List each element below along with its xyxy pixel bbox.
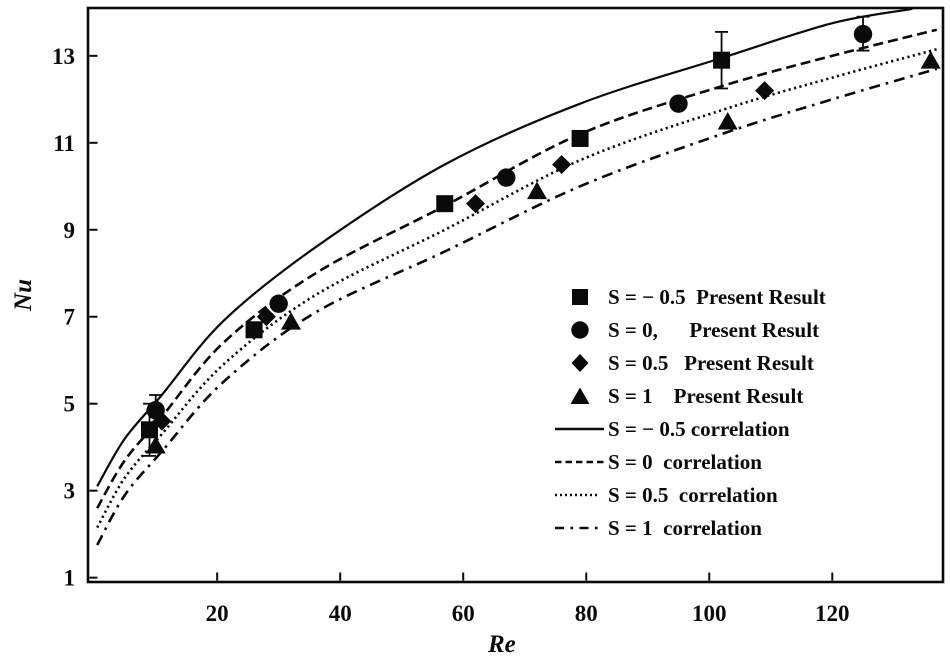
marker-triangle [717, 112, 738, 130]
marker-circle [669, 94, 688, 113]
legend-entry: S = 1 correlation [552, 511, 826, 544]
curve-dotted [96, 48, 938, 529]
legend-entry: S = 0 correlation [552, 445, 826, 478]
marker-triangle [920, 51, 941, 69]
legend-square-icon [572, 288, 588, 305]
y-tick-label: 7 [64, 305, 76, 330]
legend-label: S = − 0.5 Present Result [608, 284, 826, 309]
y-tick-label: 13 [52, 44, 75, 69]
legend-entry: S = 1 Present Result [552, 379, 826, 412]
x-tick-label: 120 [815, 601, 850, 626]
legend-label: S = 0.5 correlation [608, 482, 778, 507]
y-tick-label: 9 [64, 218, 76, 243]
marker-circle [269, 294, 288, 313]
legend-dashed-line-icon [555, 460, 604, 463]
marker-square [571, 129, 589, 147]
marker-square [713, 51, 731, 69]
y-tick-label: 3 [64, 479, 76, 504]
legend-circle-icon [571, 320, 589, 339]
legend-entry: S = 0, Present Result [552, 313, 826, 346]
legend-entry: S = − 0.5 Present Result [552, 280, 826, 313]
marker-square [245, 321, 263, 339]
legend-label: S = 0, Present Result [608, 317, 820, 342]
y-tick-label: 11 [53, 131, 75, 156]
marker-diamond [256, 307, 276, 327]
marker-square [141, 421, 159, 439]
x-tick-label: 100 [692, 601, 727, 626]
marker-triangle [527, 181, 548, 200]
marker-diamond [466, 194, 486, 214]
legend-label: S = 0.5 Present Result [608, 350, 814, 375]
x-tick-label: 60 [452, 601, 475, 626]
marker-circle [497, 168, 516, 187]
legend-label: S = − 0.5 correlation [608, 416, 790, 441]
legend-triangle-icon [570, 387, 590, 404]
plot-frame [86, 6, 945, 584]
y-axis-title: Nu [9, 279, 37, 311]
marker-diamond [152, 411, 172, 431]
y-tick-label: 1 [64, 566, 76, 591]
legend-solid-line-icon [555, 427, 604, 430]
legend-label: S = 1 correlation [608, 515, 762, 540]
legend: S = − 0.5 Present Result S = 0, Present … [552, 280, 826, 544]
x-tick-label: 80 [575, 601, 598, 626]
x-axis-title: Re [488, 631, 516, 658]
legend-entry: S = 0.5 correlation [552, 478, 826, 511]
x-tick-label: 20 [206, 601, 229, 626]
marker-square [436, 195, 454, 213]
legend-label: S = 0 correlation [608, 449, 762, 474]
legend-dotted-line-icon [555, 493, 600, 496]
marker-triangle [145, 436, 166, 454]
x-tick-label: 40 [329, 601, 352, 626]
marker-circle [853, 24, 873, 44]
marker-diamond [552, 155, 572, 175]
legend-diamond-icon [571, 353, 589, 372]
y-tick-label: 5 [64, 392, 76, 417]
marker-triangle [280, 312, 301, 330]
marker-diamond [755, 81, 775, 101]
legend-label: S = 1 Present Result [608, 383, 804, 408]
legend-entry: S = 0.5 Present Result [552, 346, 826, 379]
legend-entry: S = − 0.5 correlation [552, 412, 826, 445]
legend-dashdot-line-icon [555, 526, 602, 529]
